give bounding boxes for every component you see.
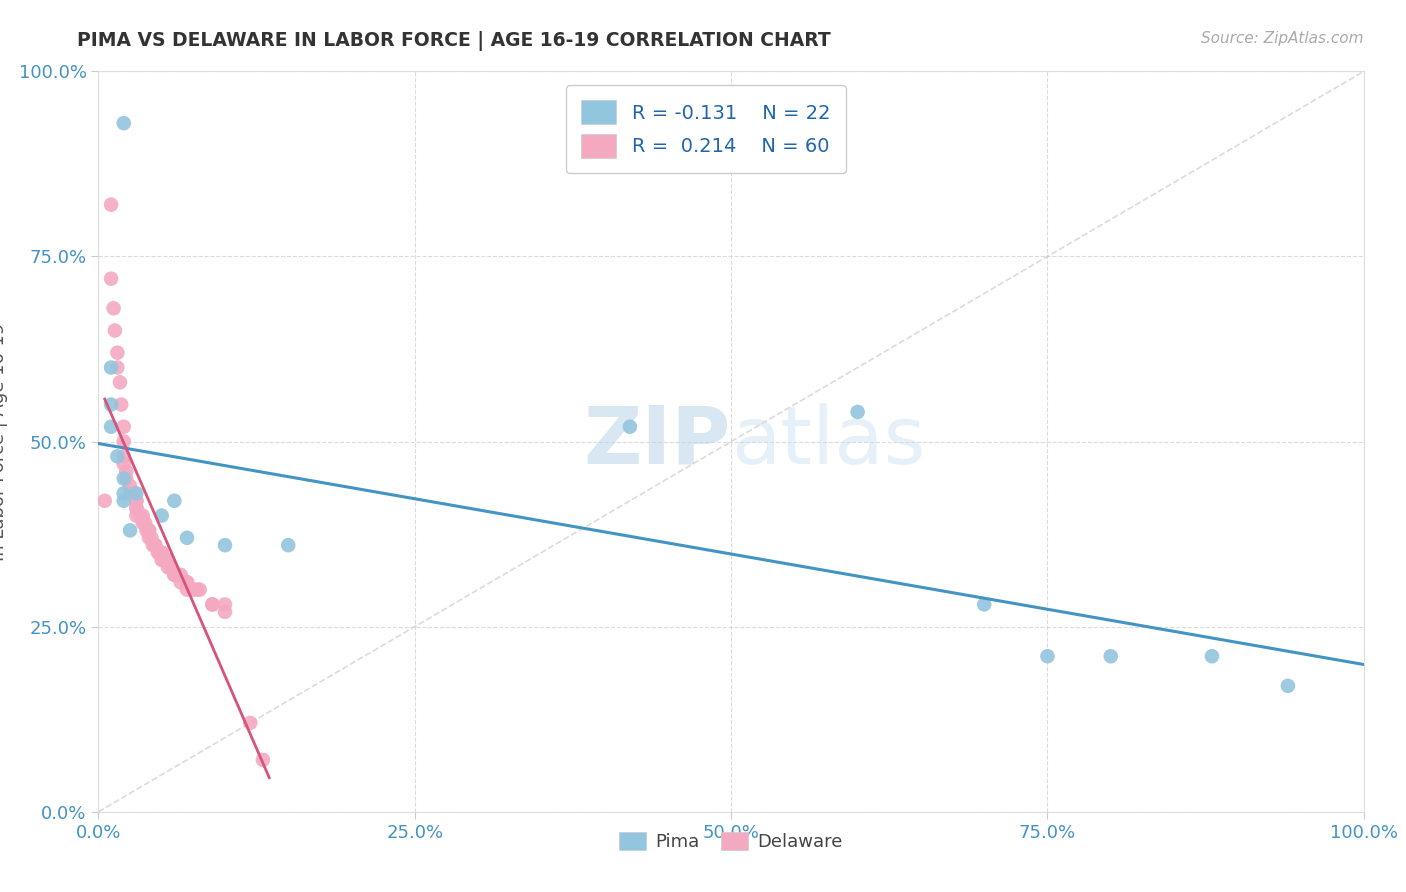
Point xyxy=(125,501,148,516)
Point xyxy=(112,419,135,434)
Point xyxy=(107,450,129,464)
Point xyxy=(145,538,166,552)
Point xyxy=(150,508,173,523)
Text: Source: ZipAtlas.com: Source: ZipAtlas.com xyxy=(1201,31,1364,46)
Point xyxy=(176,531,198,545)
Point xyxy=(846,405,869,419)
Point xyxy=(112,486,135,500)
Point xyxy=(115,471,138,485)
Point xyxy=(186,582,208,597)
Point xyxy=(115,464,138,478)
Point xyxy=(141,531,163,545)
Point xyxy=(132,516,155,530)
Point xyxy=(100,419,122,434)
Point xyxy=(134,516,156,530)
Point xyxy=(188,582,211,597)
Point xyxy=(100,398,122,412)
Point xyxy=(159,560,181,574)
Point xyxy=(163,567,186,582)
Point xyxy=(125,508,148,523)
Point xyxy=(619,419,641,434)
Point xyxy=(129,508,152,523)
Point xyxy=(239,715,262,730)
Point xyxy=(112,457,135,471)
Point xyxy=(120,479,141,493)
Y-axis label: In Labor Force | Age 16-19: In Labor Force | Age 16-19 xyxy=(0,322,7,561)
Point xyxy=(145,538,166,552)
Point xyxy=(169,575,191,590)
Point xyxy=(112,471,135,485)
Point xyxy=(100,271,122,285)
Point xyxy=(176,575,198,590)
Point xyxy=(183,582,205,597)
Text: atlas: atlas xyxy=(731,402,925,481)
Point xyxy=(112,450,135,464)
Point xyxy=(107,345,129,359)
Point xyxy=(277,538,299,552)
Point xyxy=(169,567,191,582)
Point xyxy=(1099,649,1122,664)
Point xyxy=(150,546,173,560)
Point xyxy=(214,538,236,552)
Point xyxy=(1201,649,1223,664)
Point xyxy=(120,486,141,500)
Point xyxy=(176,575,198,590)
Point xyxy=(135,524,157,538)
Point xyxy=(153,553,176,567)
Point xyxy=(110,398,132,412)
Point xyxy=(108,376,131,390)
Point xyxy=(125,486,148,500)
Text: PIMA VS DELAWARE IN LABOR FORCE | AGE 16-19 CORRELATION CHART: PIMA VS DELAWARE IN LABOR FORCE | AGE 16… xyxy=(77,31,831,51)
Point xyxy=(157,553,180,567)
Point xyxy=(132,508,155,523)
Point xyxy=(125,493,148,508)
Point xyxy=(104,324,127,338)
Point xyxy=(93,493,117,508)
Point xyxy=(201,598,224,612)
Point xyxy=(252,753,274,767)
Legend: Pima, Delaware: Pima, Delaware xyxy=(612,824,851,858)
Point xyxy=(103,301,125,316)
Point xyxy=(148,546,170,560)
Point xyxy=(150,546,173,560)
Point xyxy=(214,605,236,619)
Point xyxy=(120,524,141,538)
Point xyxy=(201,598,224,612)
Point xyxy=(163,567,186,582)
Point xyxy=(100,197,122,211)
Point xyxy=(125,493,148,508)
Point xyxy=(1036,649,1059,664)
Point xyxy=(1277,679,1299,693)
Point xyxy=(125,501,148,516)
Point xyxy=(122,486,145,500)
Point xyxy=(138,531,160,545)
Point xyxy=(138,524,160,538)
Point xyxy=(150,553,173,567)
Point xyxy=(107,360,129,375)
Point xyxy=(142,538,165,552)
Point xyxy=(138,524,160,538)
Point xyxy=(176,582,198,597)
Point xyxy=(146,546,169,560)
Point xyxy=(112,493,135,508)
Point xyxy=(100,360,122,375)
Point xyxy=(163,493,186,508)
Point xyxy=(214,598,236,612)
Point xyxy=(112,434,135,449)
Point xyxy=(973,598,995,612)
Point xyxy=(112,116,135,130)
Point xyxy=(157,560,180,574)
Text: ZIP: ZIP xyxy=(583,402,731,481)
